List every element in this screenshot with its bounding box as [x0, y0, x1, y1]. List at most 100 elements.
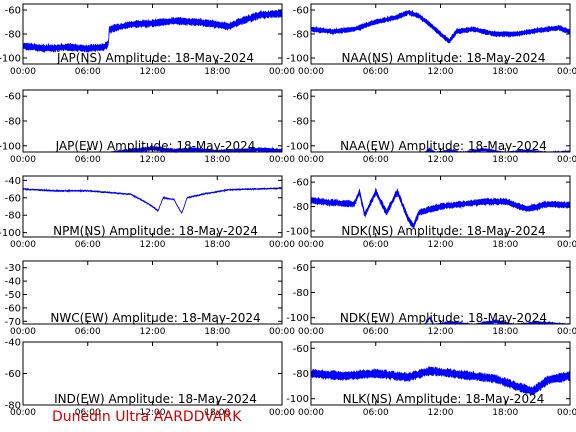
- x-tick-label: 06:00: [75, 67, 101, 77]
- x-tick-label: 00:00: [557, 408, 576, 418]
- panel-title: NLK(NS) Amplitude: 18-May-2024: [343, 392, 545, 406]
- x-tick-label: 06:00: [75, 240, 101, 250]
- y-tick-label: -100: [286, 141, 309, 152]
- y-tick-label: -60: [5, 92, 21, 103]
- x-tick-label: 18:00: [204, 67, 230, 77]
- x-tick-label: 00:00: [10, 67, 36, 77]
- x-tick-label: 18:00: [204, 408, 230, 418]
- x-tick-label: 00:00: [298, 240, 324, 250]
- x-tick-label: 06:00: [363, 408, 389, 418]
- x-tick-label: 00:00: [557, 240, 576, 250]
- x-tick-label: 18:00: [204, 240, 230, 250]
- y-tick-label: -80: [5, 30, 21, 41]
- y-tick-label: -60: [293, 178, 309, 189]
- y-tick-label: -100: [286, 54, 309, 65]
- x-tick-label: 18:00: [492, 155, 518, 165]
- x-tick-label: 06:00: [75, 408, 101, 418]
- y-tick-label: -50: [5, 290, 21, 301]
- trace-band: [311, 10, 570, 44]
- y-tick-label: -100: [0, 228, 21, 239]
- x-tick-label: 00:00: [269, 240, 295, 250]
- panel-title: JAP(NS) Amplitude: 18-May-2024: [56, 51, 254, 65]
- y-tick-label: -60: [293, 344, 309, 355]
- y-tick-label: -40: [5, 338, 21, 349]
- x-tick-label: 06:00: [75, 327, 101, 337]
- y-tick-label: -60: [293, 6, 309, 17]
- y-tick-label: -80: [293, 117, 309, 128]
- x-tick-label: 00:00: [557, 327, 576, 337]
- y-tick-label: -70: [5, 317, 21, 328]
- x-tick-label: 00:00: [298, 155, 324, 165]
- x-tick-label: 18:00: [492, 327, 518, 337]
- x-tick-label: 18:00: [492, 408, 518, 418]
- panel-title: NPM(NS) Amplitude: 18-May-2024: [53, 224, 258, 238]
- x-tick-label: 00:00: [10, 408, 36, 418]
- x-tick-label: 00:00: [298, 327, 324, 337]
- x-tick-label: 00:00: [10, 240, 36, 250]
- panel-title: NWC(EW) Amplitude: 18-May-2024: [50, 311, 260, 325]
- x-tick-label: 00:00: [269, 155, 295, 165]
- x-tick-label: 00:00: [10, 155, 36, 165]
- trace-line: [22, 9, 282, 53]
- x-tick-label: 12:00: [140, 240, 166, 250]
- y-tick-label: -80: [293, 288, 309, 299]
- x-tick-label: 00:00: [298, 408, 324, 418]
- y-tick-label: -100: [286, 313, 309, 324]
- x-tick-label: 12:00: [428, 327, 454, 337]
- x-tick-label: 12:00: [428, 240, 454, 250]
- panel-title: NDK(EW) Amplitude: 18-May-2024: [340, 311, 547, 325]
- x-tick-label: 00:00: [298, 67, 324, 77]
- y-tick-label: -60: [5, 6, 21, 17]
- x-tick-label: 06:00: [75, 155, 101, 165]
- x-tick-label: 06:00: [363, 67, 389, 77]
- x-tick-label: 12:00: [428, 67, 454, 77]
- trace-line: [310, 366, 570, 397]
- y-tick-label: -60: [5, 369, 21, 380]
- y-tick-label: -80: [293, 30, 309, 41]
- trace-band: [23, 9, 282, 53]
- x-tick-label: 12:00: [140, 408, 166, 418]
- x-tick-label: 18:00: [204, 155, 230, 165]
- y-tick-label: -40: [5, 277, 21, 288]
- panel-title: JAP(EW) Amplitude: 18-May-2024: [55, 139, 256, 153]
- x-tick-label: 12:00: [140, 155, 166, 165]
- y-tick-label: -100: [286, 394, 309, 405]
- panel-title: IND(EW) Amplitude: 18-May-2024: [54, 392, 257, 406]
- x-tick-label: 06:00: [363, 240, 389, 250]
- y-tick-label: -60: [5, 303, 21, 314]
- trace-line: [310, 9, 570, 44]
- y-tick-label: -100: [0, 54, 21, 65]
- y-tick-label: -80: [5, 211, 21, 222]
- x-tick-label: 18:00: [204, 327, 230, 337]
- x-tick-label: 00:00: [10, 327, 36, 337]
- y-tick-label: -80: [5, 117, 21, 128]
- x-tick-label: 18:00: [492, 67, 518, 77]
- y-tick-label: -80: [293, 369, 309, 380]
- y-tick-label: -30: [5, 263, 21, 274]
- y-tick-label: -100: [286, 226, 309, 237]
- x-tick-label: 00:00: [269, 327, 295, 337]
- x-tick-label: 12:00: [428, 155, 454, 165]
- trace-band: [424, 147, 570, 153]
- y-tick-label: -60: [293, 263, 309, 274]
- x-tick-label: 12:00: [140, 67, 166, 77]
- y-tick-label: -60: [293, 92, 309, 103]
- panel-title: NAA(EW) Amplitude: 18-May-2024: [340, 139, 547, 153]
- trace-line: [311, 187, 570, 228]
- x-tick-label: 00:00: [557, 67, 576, 77]
- x-tick-label: 12:00: [428, 408, 454, 418]
- x-tick-label: 06:00: [363, 155, 389, 165]
- y-tick-label: -100: [0, 141, 21, 152]
- y-tick-label: -80: [293, 202, 309, 213]
- trace-line: [424, 317, 570, 326]
- x-tick-label: 06:00: [363, 327, 389, 337]
- x-tick-label: 00:00: [269, 67, 295, 77]
- trace-line: [22, 186, 282, 214]
- footer-credit: Dunedin Ultra AARDDVARK: [52, 409, 242, 425]
- panel-title: NDK(NS) Amplitude: 18-May-2024: [341, 224, 545, 238]
- panel-title: NAA(NS) Amplitude: 18-May-2024: [342, 51, 546, 65]
- y-tick-label: -60: [5, 193, 21, 204]
- y-tick-label: -80: [5, 401, 21, 412]
- x-tick-label: 00:00: [557, 155, 576, 165]
